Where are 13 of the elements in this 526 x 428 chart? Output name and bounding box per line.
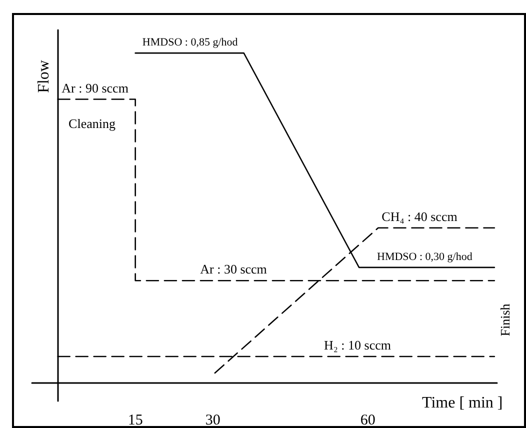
annotation: Cleaning [68,116,116,131]
x-tick-label: 60 [360,412,376,428]
x-tick-label: 30 [205,412,220,428]
annotation: CH₄ : 40 sccm [382,208,458,224]
annotation: HMDSO : 0,85 g/hod [142,36,238,49]
x-axis-title: Time [ min ] [422,394,503,412]
annotation: H₂ : 10 sccm [324,337,391,352]
x-tick-label: 15 [128,412,143,428]
annotation: HMDSO : 0,30 g/hod [376,250,473,263]
annotation: Ar : 90 sccm [62,80,128,96]
text: Finish [498,303,512,336]
annotation: Ar : 30 sccm [200,262,267,277]
y-axis-title: Flow [35,60,52,93]
